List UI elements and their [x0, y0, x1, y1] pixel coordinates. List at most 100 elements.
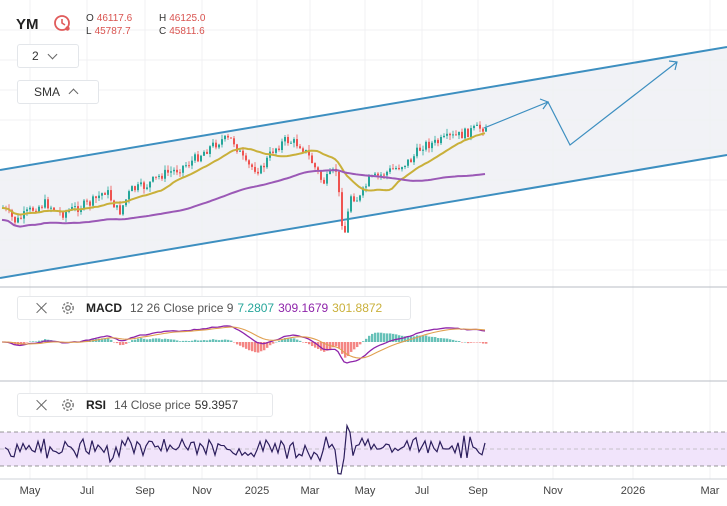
candle[interactable] [449, 132, 451, 140]
candle[interactable] [440, 134, 442, 146]
candle[interactable] [392, 164, 394, 170]
candle[interactable] [290, 140, 292, 144]
candle[interactable] [374, 171, 376, 176]
candle[interactable] [479, 121, 481, 133]
candle[interactable] [353, 193, 355, 203]
candle[interactable] [248, 159, 250, 169]
candle[interactable] [272, 148, 274, 155]
candle[interactable] [257, 167, 259, 176]
candle[interactable] [167, 165, 169, 177]
candle[interactable] [356, 197, 358, 202]
candle[interactable] [221, 134, 223, 148]
candle[interactable] [224, 135, 226, 142]
candle[interactable] [293, 137, 295, 148]
candle[interactable] [359, 194, 361, 203]
candle[interactable] [260, 164, 262, 175]
candle[interactable] [464, 127, 466, 140]
candle[interactable] [323, 177, 325, 185]
candle[interactable] [218, 143, 220, 150]
candle[interactable] [98, 191, 100, 202]
interval-select[interactable]: 2 [17, 44, 79, 68]
candle[interactable] [281, 138, 283, 153]
candle[interactable] [431, 140, 433, 153]
candle[interactable] [473, 124, 475, 131]
forecast-arrows[interactable] [483, 60, 678, 146]
candle[interactable] [278, 145, 280, 152]
candle[interactable] [107, 186, 109, 199]
candle[interactable] [131, 185, 133, 192]
close-icon[interactable] [36, 399, 48, 411]
candle[interactable] [299, 143, 301, 149]
candle[interactable] [419, 143, 421, 152]
market-closed-clock-icon[interactable] [52, 13, 72, 33]
candle[interactable] [338, 171, 340, 197]
price-candles[interactable] [2, 121, 487, 233]
candle[interactable] [434, 135, 436, 146]
channel-upper-line[interactable] [0, 46, 727, 171]
candle[interactable] [116, 205, 118, 211]
candle[interactable] [176, 165, 178, 176]
candle[interactable] [287, 134, 289, 146]
candle[interactable] [311, 152, 313, 164]
candle[interactable] [155, 176, 157, 180]
channel-lower-line[interactable] [0, 154, 727, 279]
candle[interactable] [227, 133, 229, 141]
candle[interactable] [137, 181, 139, 193]
candle[interactable] [350, 194, 352, 214]
candle[interactable] [284, 135, 286, 146]
candle[interactable] [110, 185, 112, 202]
candle[interactable] [446, 128, 448, 139]
candle[interactable] [197, 151, 199, 163]
candle[interactable] [341, 187, 343, 230]
candle[interactable] [122, 205, 124, 216]
candle[interactable] [164, 165, 166, 183]
candle[interactable] [230, 137, 232, 139]
candle[interactable] [296, 134, 298, 149]
candle[interactable] [29, 205, 31, 213]
candle[interactable] [407, 159, 409, 169]
candle[interactable] [194, 152, 196, 163]
candle[interactable] [17, 214, 19, 224]
candle[interactable] [170, 166, 172, 178]
candle[interactable] [326, 171, 328, 186]
candle[interactable] [203, 150, 205, 156]
candle[interactable] [215, 139, 217, 150]
candle[interactable] [410, 157, 412, 163]
candle[interactable] [200, 154, 202, 163]
candle[interactable] [254, 162, 256, 174]
candle[interactable] [413, 154, 415, 165]
candle[interactable] [404, 165, 406, 170]
close-icon[interactable] [36, 302, 48, 314]
candle[interactable] [263, 162, 265, 173]
candle[interactable] [428, 138, 430, 153]
candle[interactable] [425, 140, 427, 152]
candle[interactable] [44, 194, 46, 209]
candle[interactable] [344, 221, 346, 233]
candle[interactable] [206, 149, 208, 155]
candle[interactable] [32, 206, 34, 212]
candle[interactable] [422, 145, 424, 156]
candle[interactable] [458, 131, 460, 139]
candle[interactable] [314, 162, 316, 170]
candle[interactable] [476, 122, 478, 127]
candle[interactable] [161, 173, 163, 181]
candle[interactable] [14, 216, 16, 225]
symbol-name[interactable]: YM [16, 16, 39, 33]
candle[interactable] [191, 156, 193, 170]
gear-icon[interactable] [60, 300, 76, 316]
candle[interactable] [47, 196, 49, 210]
candle[interactable] [347, 208, 349, 233]
candle[interactable] [146, 184, 148, 191]
candle[interactable] [209, 145, 211, 158]
candle[interactable] [452, 130, 454, 139]
candle[interactable] [41, 204, 43, 210]
sma-overlay-toggle[interactable]: SMA [17, 80, 99, 104]
candle[interactable] [101, 192, 103, 200]
candle[interactable] [266, 155, 268, 169]
candle[interactable] [20, 215, 22, 220]
candle[interactable] [179, 169, 181, 177]
candle[interactable] [437, 138, 439, 147]
candle[interactable] [245, 152, 247, 162]
candle[interactable] [443, 133, 445, 139]
candle[interactable] [95, 195, 97, 204]
